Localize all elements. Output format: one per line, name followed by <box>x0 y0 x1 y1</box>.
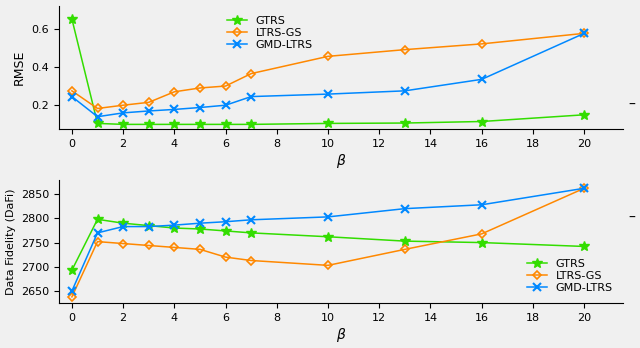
GMD-LTRS <box>401 207 409 211</box>
GMD-LTRS <box>119 224 127 229</box>
GMD-LTRS <box>170 107 178 111</box>
X-axis label: β: β <box>337 155 346 168</box>
GMD-LTRS <box>401 89 409 93</box>
GTRS <box>170 122 178 126</box>
LTRS-GS <box>170 90 178 94</box>
Text: –: – <box>628 98 635 112</box>
Line: LTRS-GS: LTRS-GS <box>69 31 587 111</box>
Line: GMD-LTRS: GMD-LTRS <box>68 184 588 295</box>
GMD-LTRS <box>324 215 332 219</box>
LTRS-GS <box>93 239 101 244</box>
GMD-LTRS <box>145 224 152 229</box>
GMD-LTRS <box>119 111 127 115</box>
LTRS-GS <box>478 42 486 46</box>
GTRS <box>93 217 101 221</box>
LTRS-GS <box>324 54 332 58</box>
Legend: GTRS, LTRS-GS, GMD-LTRS: GTRS, LTRS-GS, GMD-LTRS <box>522 254 617 298</box>
LTRS-GS <box>478 232 486 236</box>
LTRS-GS <box>170 245 178 250</box>
GTRS <box>247 231 255 235</box>
GTRS <box>401 121 409 125</box>
GMD-LTRS <box>247 218 255 222</box>
GMD-LTRS <box>145 109 152 113</box>
LTRS-GS <box>401 48 409 52</box>
GMD-LTRS <box>170 223 178 227</box>
GMD-LTRS <box>221 103 229 107</box>
LTRS-GS <box>93 106 101 111</box>
Line: GTRS: GTRS <box>67 14 589 129</box>
GMD-LTRS <box>196 105 204 110</box>
LTRS-GS <box>68 295 76 299</box>
X-axis label: β: β <box>337 329 346 342</box>
Y-axis label: Data Fidelity (DaFi): Data Fidelity (DaFi) <box>6 188 15 295</box>
LTRS-GS <box>119 103 127 107</box>
LTRS-GS <box>247 259 255 263</box>
LTRS-GS <box>580 186 588 190</box>
Text: –: – <box>628 211 635 226</box>
GTRS <box>93 121 101 126</box>
GTRS <box>145 223 152 228</box>
GTRS <box>221 229 229 233</box>
GTRS <box>196 227 204 231</box>
LTRS-GS <box>221 255 229 259</box>
Legend: GTRS, LTRS-GS, GMD-LTRS: GTRS, LTRS-GS, GMD-LTRS <box>223 11 317 54</box>
GTRS <box>145 122 152 126</box>
Y-axis label: RMSE: RMSE <box>13 50 26 85</box>
GMD-LTRS <box>478 77 486 81</box>
GTRS <box>580 244 588 248</box>
LTRS-GS <box>221 84 229 88</box>
LTRS-GS <box>580 31 588 35</box>
LTRS-GS <box>145 100 152 104</box>
GTRS <box>324 235 332 239</box>
LTRS-GS <box>247 71 255 76</box>
GMD-LTRS <box>93 114 101 119</box>
GTRS <box>247 122 255 126</box>
GTRS <box>324 121 332 126</box>
LTRS-GS <box>196 247 204 252</box>
LTRS-GS <box>68 89 76 93</box>
GMD-LTRS <box>324 92 332 96</box>
GMD-LTRS <box>93 231 101 235</box>
GTRS <box>478 240 486 245</box>
LTRS-GS <box>145 243 152 247</box>
GMD-LTRS <box>68 289 76 293</box>
GTRS <box>196 122 204 126</box>
GTRS <box>68 17 76 21</box>
Line: GTRS: GTRS <box>67 214 589 275</box>
GTRS <box>221 122 229 126</box>
GTRS <box>68 268 76 272</box>
LTRS-GS <box>119 242 127 246</box>
GMD-LTRS <box>196 221 204 225</box>
LTRS-GS <box>401 247 409 252</box>
GTRS <box>119 221 127 225</box>
GMD-LTRS <box>478 203 486 207</box>
Line: GMD-LTRS: GMD-LTRS <box>68 29 588 121</box>
GTRS <box>170 226 178 230</box>
GMD-LTRS <box>580 31 588 35</box>
GMD-LTRS <box>221 220 229 224</box>
LTRS-GS <box>196 86 204 90</box>
GTRS <box>401 239 409 243</box>
Line: LTRS-GS: LTRS-GS <box>69 185 587 300</box>
GMD-LTRS <box>580 186 588 190</box>
GTRS <box>119 122 127 126</box>
GTRS <box>580 113 588 117</box>
GMD-LTRS <box>247 95 255 99</box>
GTRS <box>478 119 486 124</box>
LTRS-GS <box>324 263 332 268</box>
GMD-LTRS <box>68 95 76 99</box>
